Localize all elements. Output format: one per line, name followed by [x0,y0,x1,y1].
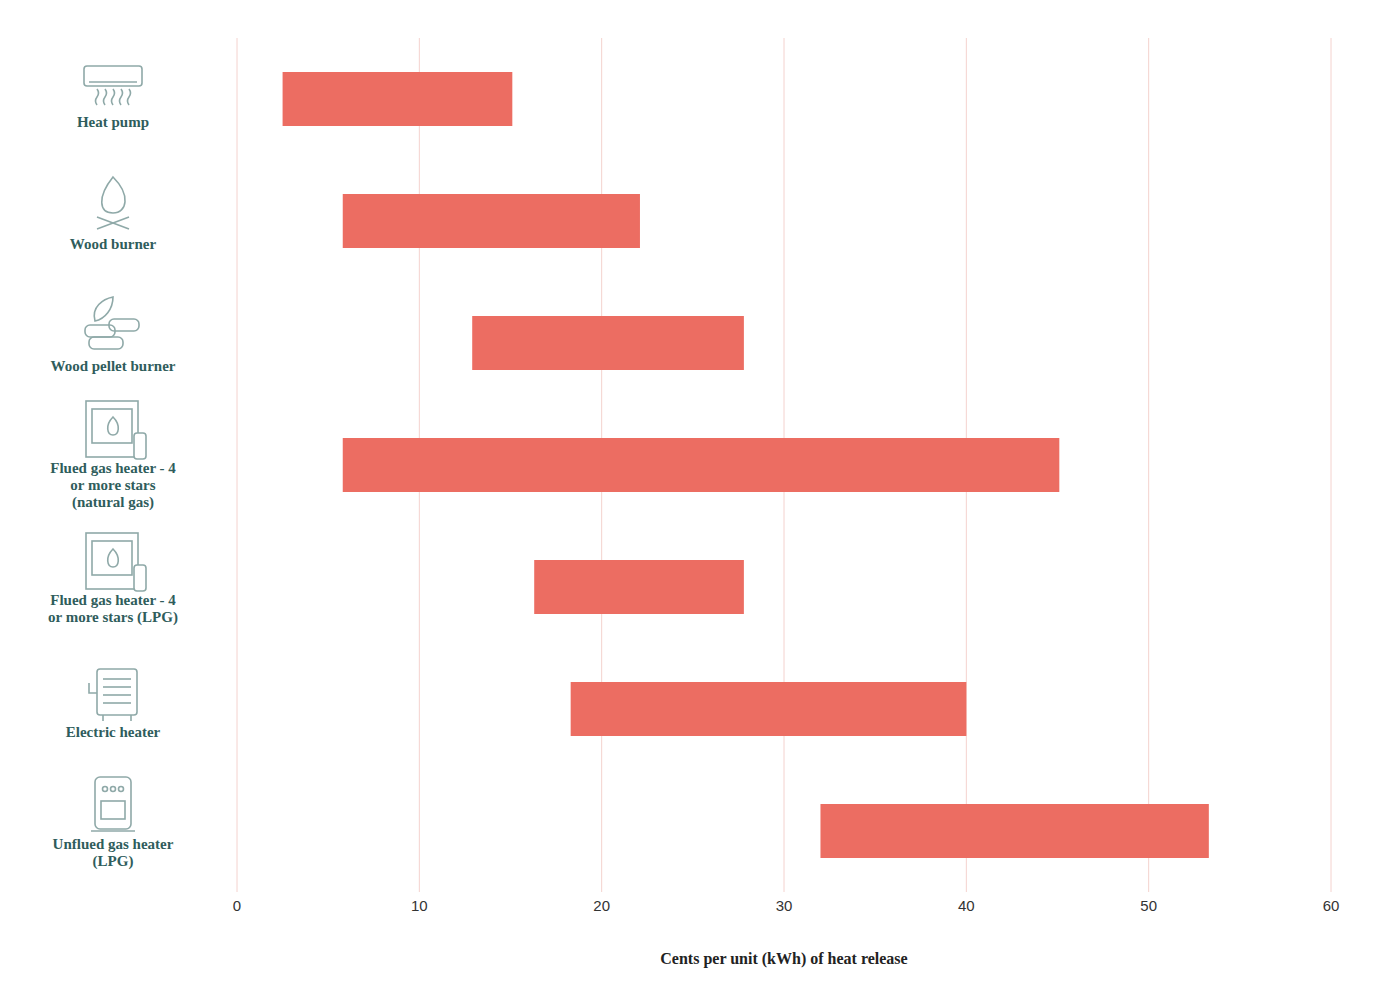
svg-text:30: 30 [776,897,793,914]
svg-text:10: 10 [411,897,428,914]
svg-text:Electric heater: Electric heater [66,724,161,740]
svg-text:50: 50 [1140,897,1157,914]
svg-text:Wood burner: Wood burner [70,236,157,252]
svg-text:60: 60 [1323,897,1340,914]
svg-text:0: 0 [233,897,241,914]
svg-text:Unflued gas heater(LPG): Unflued gas heater(LPG) [53,836,174,870]
svg-text:20: 20 [593,897,610,914]
svg-text:Cents per unit (kWh) of heat r: Cents per unit (kWh) of heat release [660,950,907,968]
svg-text:Flued gas heater - 4or more st: Flued gas heater - 4or more stars(natura… [50,460,176,511]
svg-text:Heat pump: Heat pump [77,114,149,130]
svg-text:Flued gas heater - 4or more st: Flued gas heater - 4or more stars (LPG) [48,592,178,626]
svg-text:Wood pellet burner: Wood pellet burner [50,358,175,374]
svg-text:40: 40 [958,897,975,914]
